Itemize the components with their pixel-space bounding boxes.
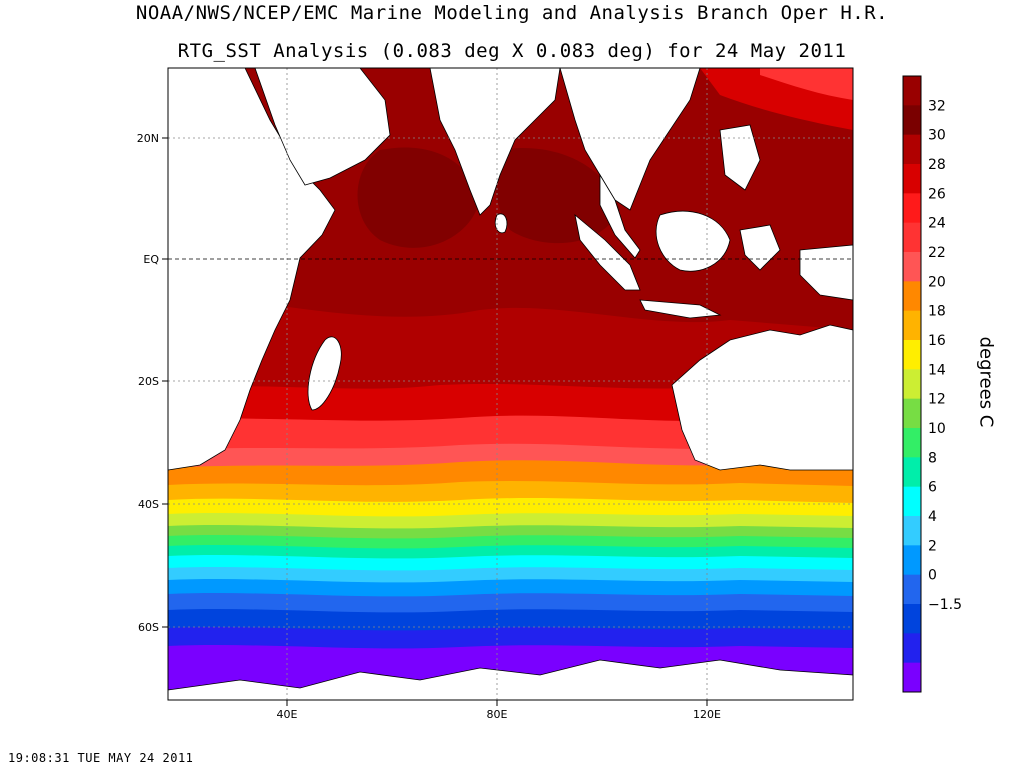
colorbar-tick-label: 2 bbox=[928, 538, 937, 554]
land-india bbox=[429, 67, 561, 216]
lat-tick-label: 20S bbox=[138, 375, 159, 388]
colorbar-tick-label: 6 bbox=[928, 480, 937, 496]
colorbar-units-label: degrees C bbox=[975, 336, 997, 428]
colorbar-tick-label: 16 bbox=[928, 333, 946, 349]
land-arabia bbox=[254, 67, 391, 186]
colorbar-tick-label: 30 bbox=[928, 128, 946, 144]
colorbar-segment bbox=[903, 428, 921, 458]
lat-tick-label: EQ bbox=[143, 253, 159, 266]
title-line-1: NOAA/NWS/NCEP/EMC Marine Modeling and An… bbox=[135, 2, 889, 24]
grid-lines bbox=[168, 68, 853, 700]
colorbar-segment bbox=[903, 76, 921, 106]
colorbar-segment bbox=[903, 604, 921, 634]
land-malay bbox=[599, 173, 641, 259]
colorbar-segment bbox=[903, 398, 921, 429]
colorbar-segment bbox=[903, 340, 921, 370]
colorbar-segment bbox=[903, 164, 921, 194]
colorbar-segment bbox=[903, 193, 921, 224]
land-java bbox=[639, 299, 722, 319]
colorbar-segment bbox=[903, 252, 921, 282]
colorbar-segment bbox=[903, 369, 921, 400]
colorbar-tick-label: 0 bbox=[928, 568, 937, 584]
colorbar-tick-label: 20 bbox=[928, 274, 946, 290]
colorbar-segment bbox=[903, 486, 921, 517]
lat-tick-label: 40S bbox=[138, 498, 159, 511]
colorbar-segment bbox=[903, 281, 921, 312]
colorbar-tick-label: 24 bbox=[928, 216, 946, 232]
title-line-2: RTG_SST Analysis (0.083 deg X 0.083 deg)… bbox=[177, 40, 847, 62]
land bbox=[167, 67, 854, 701]
colorbar-tick-label: 26 bbox=[928, 186, 946, 202]
land-se-asia bbox=[559, 67, 701, 211]
lon-tick-label: 120E bbox=[693, 708, 721, 721]
colorbar-segment bbox=[903, 457, 921, 488]
colorbar-tick-label: −1.5 bbox=[928, 597, 962, 613]
colorbar-segment bbox=[903, 545, 921, 576]
map-frame bbox=[167, 67, 854, 701]
lat-tick-label: 20N bbox=[137, 132, 159, 145]
colorbar-segment bbox=[903, 105, 921, 136]
colorbar-segment bbox=[903, 633, 921, 664]
land-madagascar bbox=[307, 336, 342, 411]
lat-tick-label: 60S bbox=[138, 621, 159, 634]
lon-tick-label: 40E bbox=[277, 708, 298, 721]
colorbar-tick-label: 12 bbox=[928, 392, 946, 408]
colorbar-segment bbox=[903, 310, 921, 341]
colorbar-segment bbox=[903, 134, 921, 165]
colorbar-tick-label: 32 bbox=[928, 98, 946, 114]
lon-tick-label: 80E bbox=[487, 708, 508, 721]
colorbar-tick-label: 4 bbox=[928, 509, 937, 525]
colorbar-segment bbox=[903, 516, 921, 546]
colorbar-tick-label: 14 bbox=[928, 362, 946, 378]
land-philippines bbox=[719, 124, 761, 191]
colorbar-tick-label: 28 bbox=[928, 157, 946, 173]
colorbar-segment bbox=[903, 662, 921, 693]
lat-axis: 20N EQ 20S 40S 60S bbox=[137, 132, 168, 634]
land-sumatra bbox=[574, 213, 641, 291]
land-sri-lanka bbox=[494, 213, 508, 234]
colorbar-segment bbox=[903, 222, 921, 253]
land-borneo bbox=[655, 210, 731, 272]
colorbar-tick-label: 22 bbox=[928, 245, 946, 261]
lon-axis: 40E 80E 120E bbox=[277, 700, 721, 721]
colorbar-segment bbox=[903, 574, 921, 605]
colorbar-tick-label: 18 bbox=[928, 304, 946, 320]
colorbar-frame bbox=[902, 75, 922, 693]
colorbar-tick-label: 10 bbox=[928, 421, 946, 437]
timestamp: 19:08:31 TUE MAY 24 2011 bbox=[8, 751, 194, 765]
colorbar-tick-label: 8 bbox=[928, 450, 937, 466]
